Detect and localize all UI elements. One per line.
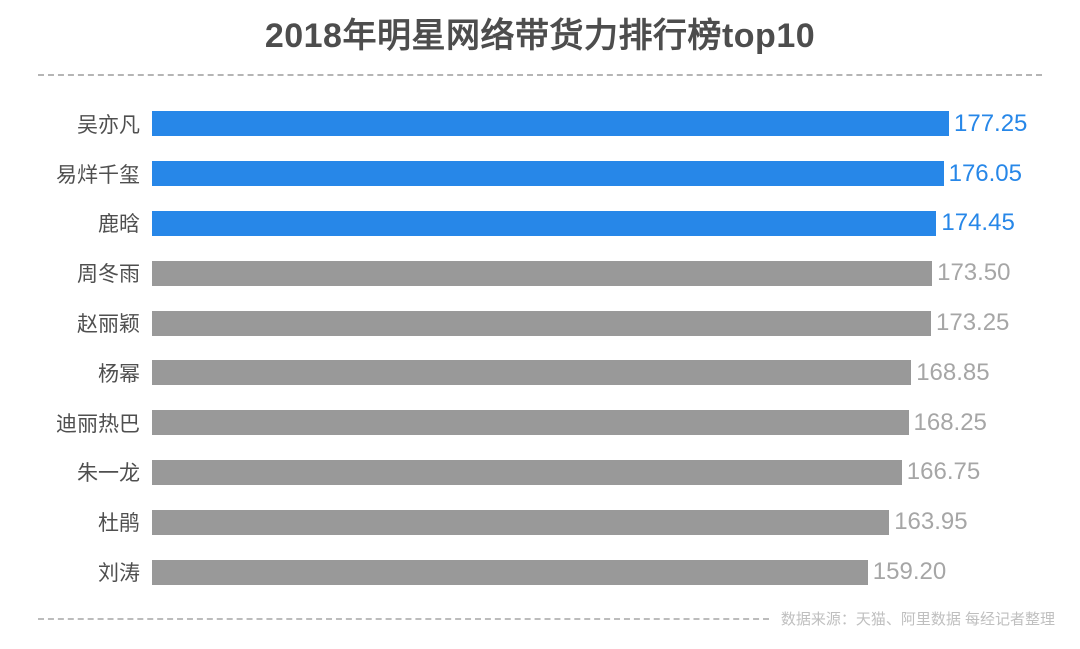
category-label: 迪丽热巴 xyxy=(56,412,140,436)
bar-row: 迪丽热巴 168.25 xyxy=(0,398,1080,448)
value-label: 166.75 xyxy=(906,458,981,486)
value-label: 174.45 xyxy=(941,209,1015,237)
category-label: 朱一龙 xyxy=(77,462,140,486)
chart-title: 2018年明星网络带货力排行榜top10 xyxy=(264,17,816,55)
bar xyxy=(152,310,931,336)
bar xyxy=(152,111,949,137)
category-label: 易烊千玺 xyxy=(56,163,140,187)
value-label: 168.85 xyxy=(916,358,990,386)
bar xyxy=(152,260,933,286)
bar xyxy=(152,161,944,187)
bar xyxy=(152,459,902,485)
value-label: 168.25 xyxy=(913,408,987,436)
category-label: 赵丽颖 xyxy=(77,313,140,337)
bar-row: 刘涛 159.20 xyxy=(0,547,1080,597)
category-label: 周冬雨 xyxy=(77,263,140,287)
bar xyxy=(152,509,890,535)
bottom-divider-dashed-line xyxy=(38,617,769,620)
bar-row: 朱一龙 166.75 xyxy=(0,448,1080,498)
bar xyxy=(152,210,937,236)
bar-row: 易烊千玺 176.05 xyxy=(0,149,1080,199)
value-label: 173.25 xyxy=(936,309,1010,337)
bar xyxy=(152,410,909,436)
category-label: 杨幂 xyxy=(98,362,140,386)
value-label: 163.95 xyxy=(894,508,968,536)
bar-row: 杨幂 168.85 xyxy=(0,348,1080,398)
chart-footer: 数据来源：天猫、阿里数据 每经记者整理 xyxy=(38,608,1055,629)
top-divider-dashed-line xyxy=(38,74,1042,76)
bar-row: 赵丽颖 173.25 xyxy=(0,298,1080,348)
bar-row: 杜鹃 163.95 xyxy=(0,497,1080,547)
category-label: 杜鹃 xyxy=(98,512,140,536)
bar-row: 吴亦凡 177.25 xyxy=(0,99,1080,149)
bar xyxy=(152,360,912,386)
value-label: 173.50 xyxy=(937,259,1011,287)
bar-row: 周冬雨 173.50 xyxy=(0,248,1080,298)
category-label: 吴亦凡 xyxy=(77,113,140,137)
bar-row: 鹿晗 174.45 xyxy=(0,199,1080,249)
bar-chart: 吴亦凡 177.25 易烊千玺 176.05 鹿晗 174.45 周冬雨 173.50 赵丽颖 1… xyxy=(0,76,1080,597)
category-label: 鹿晗 xyxy=(98,213,140,237)
data-source-note: 数据来源：天猫、阿里数据 每经记者整理 xyxy=(780,611,1055,628)
value-label: 177.25 xyxy=(954,109,1028,137)
category-label: 刘涛 xyxy=(98,562,140,586)
value-label: 159.20 xyxy=(872,558,947,586)
value-label: 176.05 xyxy=(948,159,1022,187)
bar xyxy=(152,559,868,585)
